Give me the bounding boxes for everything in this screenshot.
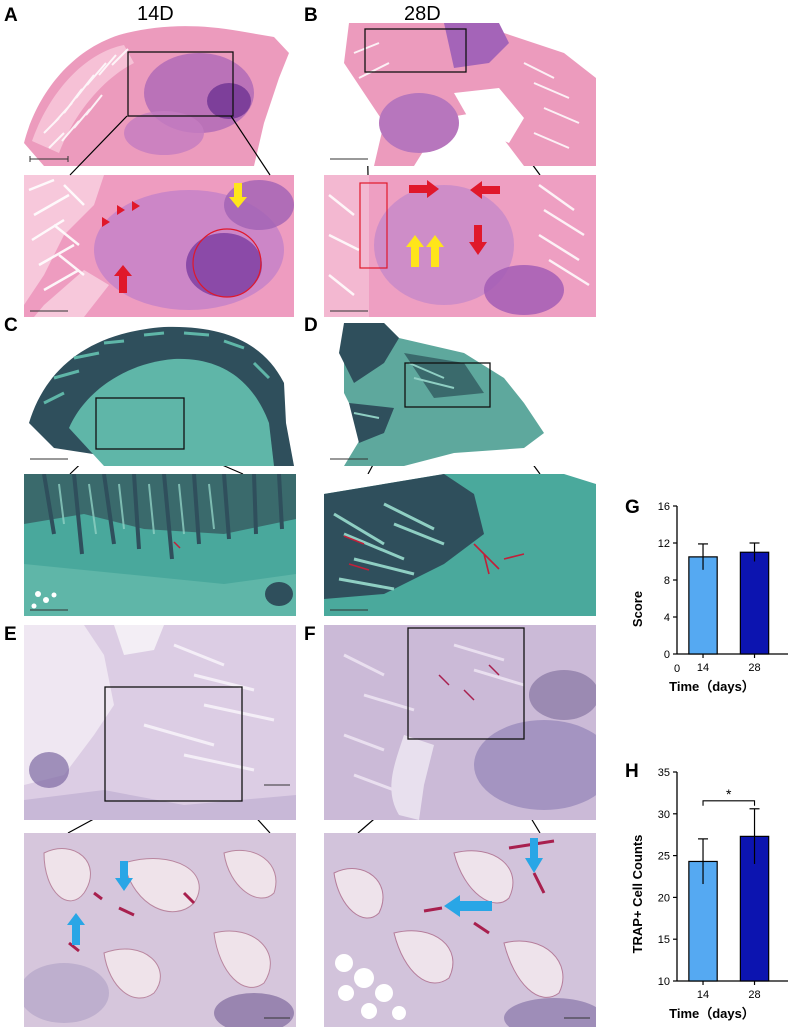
significance-bracket [702, 800, 756, 806]
panel-label-f: F [304, 624, 316, 645]
y-tick-label: 0 [664, 649, 670, 661]
safo-28d-overview-image [324, 323, 596, 466]
he-28d-overview-image [324, 23, 596, 166]
x-tick-label-28: 28 [748, 989, 760, 1001]
he-14d-zoom-image [24, 175, 294, 317]
y-tick-label: 8 [664, 575, 670, 587]
y-tick-label: 30 [658, 809, 670, 821]
trap-28d-overview-image [324, 625, 596, 820]
panel-label-h: H [625, 761, 639, 782]
y-tick-label: 20 [658, 892, 670, 904]
panel-label-e: E [4, 624, 17, 645]
column-title-28d: 28D [404, 3, 441, 25]
trap-x-axis-label: Time（days） [669, 1006, 755, 1021]
panel-label-g: G [625, 497, 640, 518]
trap-chart-svg: TRAP+ Cell Counts Time（days） * 10 15 20 25 3… [630, 767, 788, 1021]
y-tick-label: 25 [658, 851, 670, 863]
y-tick-label: 16 [658, 501, 670, 513]
score-bar-chart: Score Time（days） 0 0 4 8 12 16 14 28 [628, 494, 796, 724]
trap-14d-overview-image [24, 625, 296, 820]
x-tick-label-14: 14 [697, 989, 709, 1001]
score-y-axis-label: Score [630, 591, 645, 627]
y-tick-label: 12 [658, 538, 670, 550]
y-tick-label: 4 [664, 612, 670, 624]
y-tick-label: 15 [658, 934, 670, 946]
panel-label-d: D [304, 315, 318, 336]
trap-28d-zoom-image [324, 833, 596, 1027]
score-x-axis-label: Time（days） [669, 679, 755, 694]
x-tick-label-28: 28 [748, 662, 760, 674]
bar-28 [739, 551, 770, 655]
significance-marker: * [726, 786, 732, 802]
panel-label-c: C [4, 315, 18, 336]
y-tick-label: 10 [658, 976, 670, 988]
safo-14d-overview-image [24, 323, 294, 466]
he-28d-zoom-image [324, 175, 596, 317]
bar-14 [688, 556, 718, 655]
panel-label-b: B [304, 5, 318, 26]
score-x-origin-label: 0 [674, 663, 680, 675]
panel-label-a: A [4, 5, 18, 26]
trap-count-bar-chart: TRAP+ Cell Counts Time（days） * 10 15 20 25 3… [628, 756, 796, 1026]
safo-14d-zoom-image [24, 474, 296, 616]
safo-28d-zoom-image [324, 474, 596, 616]
x-tick-label-14: 14 [697, 662, 709, 674]
column-title-14d: 14D [137, 3, 174, 25]
score-chart-svg: Score Time（days） 0 0 4 8 12 16 14 28 [630, 501, 788, 694]
y-tick-label: 35 [658, 767, 670, 779]
trap-y-axis-label: TRAP+ Cell Counts [630, 835, 645, 954]
trap-14d-zoom-image [24, 833, 296, 1027]
